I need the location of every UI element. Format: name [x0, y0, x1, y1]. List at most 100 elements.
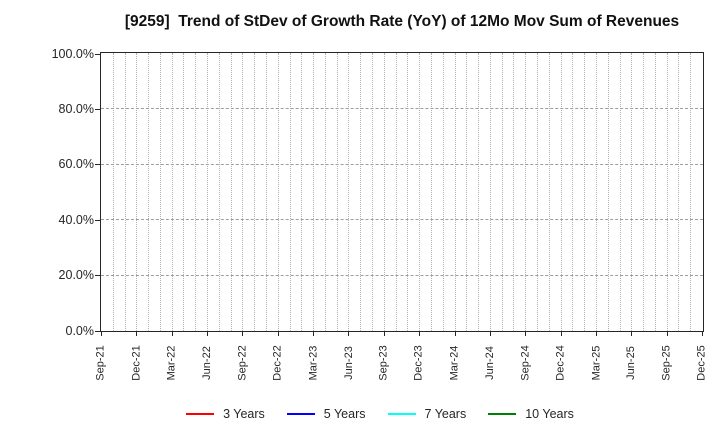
x-tick-label-text: Mar-22: [165, 345, 178, 381]
legend-line-swatch: [286, 413, 315, 415]
gridline-vertical: [348, 53, 350, 331]
x-tick-label: Jun-23: [339, 335, 357, 391]
gridline-vertical: [631, 53, 633, 331]
legend-item-10-years: 10 Years: [488, 407, 574, 421]
gridline-horizontal: [101, 108, 703, 110]
gridline-vertical: [372, 53, 374, 331]
y-tick-label: 80.0%: [58, 101, 94, 116]
x-tick-label-text: Mar-25: [589, 345, 602, 381]
gridline-vertical: [654, 53, 656, 331]
legend-item-7-years: 7 Years: [387, 407, 467, 421]
legend-line-swatch: [488, 413, 517, 415]
gridline-vertical: [407, 53, 409, 331]
gridline-vertical: [584, 53, 586, 331]
gridline-vertical: [690, 53, 692, 331]
x-tick-label: Dec-21: [127, 335, 145, 391]
x-tick-label: Sep-24: [516, 335, 534, 391]
x-tick-label: Dec-24: [552, 335, 570, 391]
gridline-vertical: [643, 53, 645, 331]
legend-item-5-years: 5 Years: [286, 407, 366, 421]
x-tick-label-text: Sep-24: [519, 345, 532, 381]
legend-label: 7 Years: [424, 407, 467, 421]
gridline-vertical: [513, 53, 515, 331]
gridline-vertical: [419, 53, 421, 331]
x-tick-label: Sep-23: [375, 335, 393, 391]
x-axis-tick: [595, 332, 597, 336]
x-tick-label: Jun-25: [622, 335, 640, 391]
x-axis-tick: [666, 332, 668, 336]
x-tick-label: Jun-22: [198, 335, 216, 391]
x-axis-tick: [348, 332, 350, 336]
gridline-vertical: [301, 53, 303, 331]
x-tick-label: Dec-23: [410, 335, 428, 391]
y-axis-tick: [95, 330, 100, 332]
x-axis-tick: [419, 332, 421, 336]
y-axis-tick: [95, 219, 100, 221]
gridline-vertical: [230, 53, 232, 331]
x-axis-tick: [560, 332, 562, 336]
gridline-vertical: [595, 53, 597, 331]
y-axis-tick: [95, 164, 100, 166]
gridline-vertical: [207, 53, 209, 331]
x-axis-tick: [702, 332, 703, 336]
gridline-vertical: [666, 53, 668, 331]
gridline-vertical: [254, 53, 256, 331]
gridline-vertical: [289, 53, 291, 331]
x-tick-label-text: Jun-24: [483, 346, 496, 380]
x-axis-tick: [383, 332, 385, 336]
x-axis-tick: [313, 332, 315, 336]
gridline-horizontal: [101, 219, 703, 221]
gridline-vertical: [112, 53, 114, 331]
gridline-vertical: [619, 53, 621, 331]
gridline-vertical: [560, 53, 562, 331]
x-axis-tick: [171, 332, 173, 336]
gridline-vertical: [360, 53, 362, 331]
x-tick-label-text: Mar-23: [307, 345, 320, 381]
y-tick-label: 0.0%: [65, 323, 95, 338]
legend-label: 5 Years: [323, 407, 366, 421]
x-tick-label-text: Dec-21: [130, 345, 143, 381]
x-tick-label: Mar-24: [446, 335, 464, 391]
x-tick-label-text: Sep-23: [377, 345, 390, 381]
gridline-vertical: [489, 53, 491, 331]
gridline-vertical: [159, 53, 161, 331]
gridline-vertical: [218, 53, 220, 331]
legend-line-swatch: [186, 413, 215, 415]
gridline-vertical: [501, 53, 503, 331]
gridline-vertical: [466, 53, 468, 331]
gridline-vertical: [607, 53, 609, 331]
y-tick-label: 60.0%: [58, 157, 94, 172]
y-axis-tick: [95, 275, 100, 277]
x-axis-tick: [101, 332, 102, 336]
legend-label: 10 Years: [525, 407, 574, 421]
plot-area: [100, 52, 704, 332]
gridline-vertical: [148, 53, 150, 331]
x-tick-label: Sep-21: [92, 335, 110, 391]
x-axis-tick: [454, 332, 456, 336]
x-tick-label-text: Dec-23: [413, 345, 426, 381]
x-axis-tick: [525, 332, 527, 336]
y-tick-label: 100.0%: [51, 46, 94, 61]
gridline-vertical: [678, 53, 680, 331]
x-tick-label-text: Jun-25: [625, 346, 638, 380]
x-tick-label: Jun-24: [481, 335, 499, 391]
legend: 3 Years 5 Years 7 Years 10 Years: [0, 407, 720, 421]
x-tick-label-text: Dec-25: [696, 345, 708, 381]
legend-line-swatch: [387, 413, 416, 415]
gridline-vertical: [395, 53, 397, 331]
x-tick-label-text: Dec-22: [271, 345, 284, 381]
x-tick-label-text: Sep-22: [236, 345, 249, 381]
x-axis-tick: [207, 332, 209, 336]
x-tick-label: Mar-22: [163, 335, 181, 391]
gridline-vertical: [383, 53, 385, 331]
x-axis-tick: [136, 332, 138, 336]
x-tick-label-text: Dec-24: [554, 345, 567, 381]
gridline-horizontal: [101, 163, 703, 165]
gridline-vertical: [478, 53, 480, 331]
y-tick-label: 40.0%: [58, 212, 94, 227]
x-tick-label: Sep-25: [658, 335, 676, 391]
gridline-vertical: [548, 53, 550, 331]
gridline-vertical: [525, 53, 527, 331]
gridline-vertical: [195, 53, 197, 331]
